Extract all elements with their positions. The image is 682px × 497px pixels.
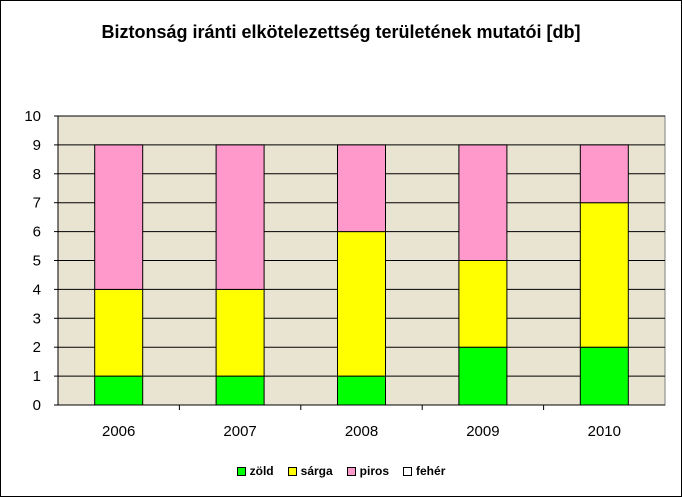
- bar-segment: [337, 231, 386, 377]
- x-tick-label: 2009: [466, 423, 499, 440]
- bar-segment: [458, 144, 508, 261]
- y-tick-label: 3: [33, 310, 41, 327]
- legend-label: fehér: [416, 464, 446, 478]
- legend-swatch: [346, 466, 356, 476]
- y-tick-label: 5: [33, 253, 41, 270]
- legend-label: piros: [359, 464, 390, 478]
- bar-segment: [458, 260, 508, 348]
- legend-label: sárga: [300, 464, 333, 478]
- legend-item: fehér: [403, 464, 445, 478]
- y-tick-label: 1: [33, 368, 41, 385]
- x-tick-label: 2007: [223, 423, 256, 440]
- y-tick-label: 9: [33, 137, 41, 154]
- x-tick-label: 2008: [345, 423, 378, 440]
- legend-item: piros: [346, 464, 390, 478]
- y-tick-label: 2: [33, 339, 41, 356]
- bar-segment: [579, 202, 629, 348]
- bar-segment: [337, 144, 386, 233]
- x-tick-label: 2006: [102, 423, 135, 440]
- legend-swatch: [287, 466, 297, 476]
- legend-swatch: [403, 466, 413, 476]
- bar-segment: [94, 288, 144, 377]
- y-tick-label: 4: [33, 281, 41, 298]
- bar-segment: [458, 346, 508, 406]
- y-tick-label: 8: [33, 166, 41, 183]
- bar-segment: [579, 144, 629, 204]
- bar-segment: [579, 346, 629, 406]
- legend-swatch: [236, 466, 246, 476]
- bar-segment: [94, 375, 144, 406]
- legend-item: sárga: [287, 464, 333, 478]
- chart-title: Biztonság iránti elkötelezettség terület…: [101, 22, 581, 42]
- legend-label: zöld: [249, 464, 274, 478]
- bar-segment: [215, 144, 265, 290]
- y-tick-label: 7: [33, 195, 41, 212]
- bar-segment: [215, 288, 265, 377]
- legend-item: zöld: [236, 464, 274, 478]
- chart-legend: zöld sárga piros fehér: [1, 464, 681, 478]
- y-tick-label: 10: [24, 108, 41, 125]
- x-tick-label: 2010: [588, 423, 621, 440]
- bar-segment: [337, 375, 386, 406]
- y-tick-label: 6: [33, 224, 41, 241]
- bar-segment: [215, 375, 265, 406]
- y-tick-label: 0: [33, 397, 41, 414]
- bar-segment: [94, 144, 144, 290]
